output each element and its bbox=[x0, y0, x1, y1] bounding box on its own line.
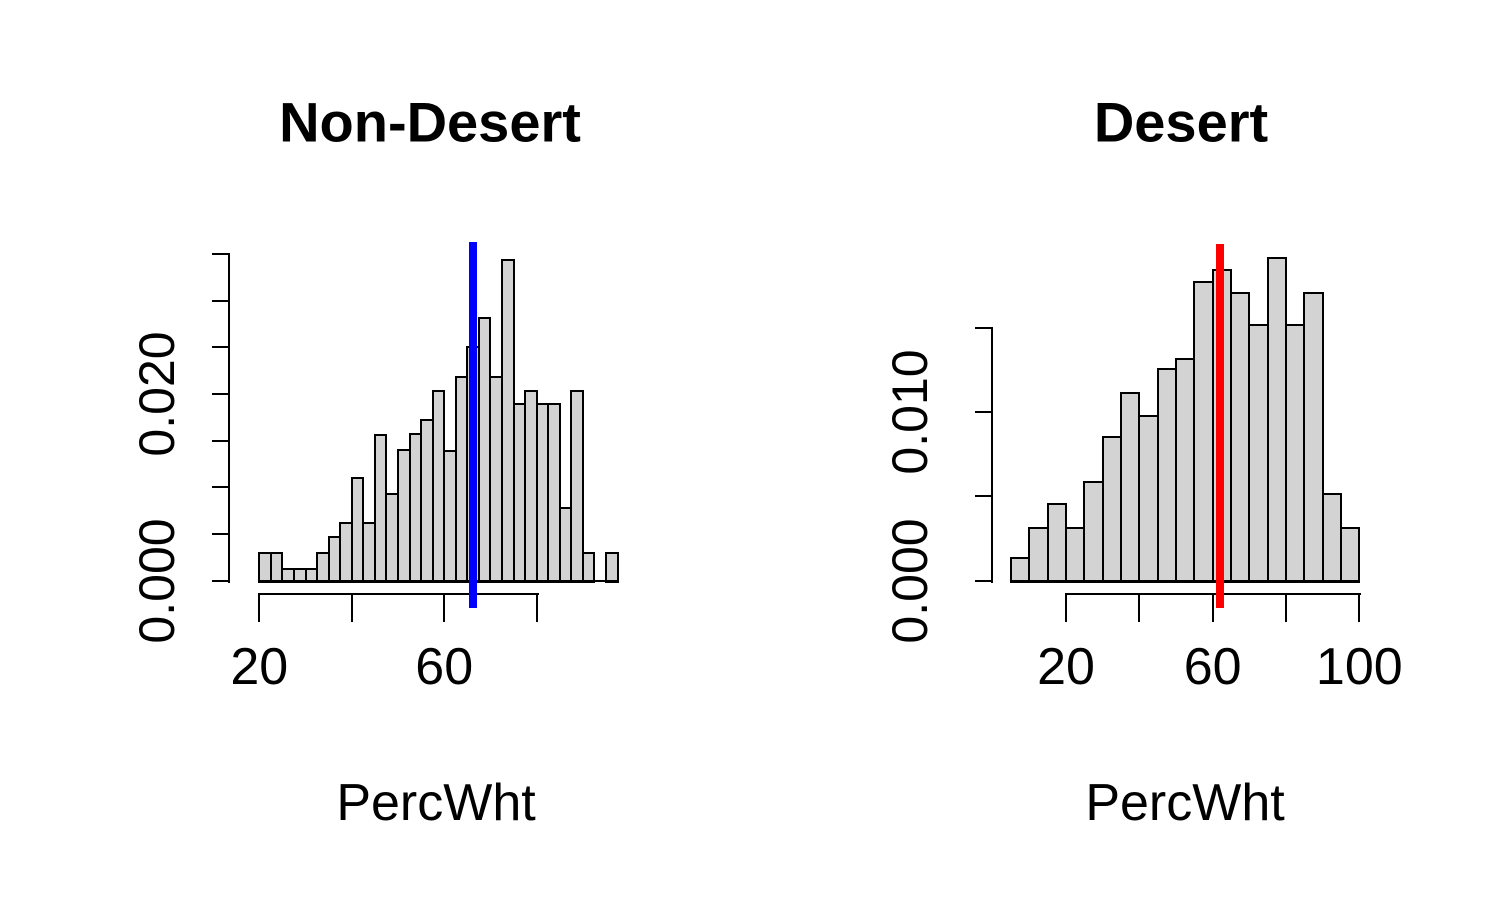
x-axis-tick-label: 60 bbox=[415, 638, 474, 696]
histogram-bar bbox=[1303, 292, 1324, 583]
histogram-bar bbox=[1229, 292, 1251, 583]
histogram-bar bbox=[1138, 415, 1159, 583]
histogram-bar bbox=[1339, 526, 1361, 583]
y-axis-tick bbox=[975, 495, 993, 498]
y-axis-tick bbox=[212, 346, 230, 349]
x-axis-tick-label: 60 bbox=[1183, 638, 1242, 696]
x-axis-tick-label: 20 bbox=[230, 638, 289, 696]
histogram-bar bbox=[1119, 391, 1141, 583]
x-axis-tick bbox=[1065, 593, 1067, 622]
y-axis-tick bbox=[212, 486, 230, 489]
histogram-bar bbox=[1248, 324, 1269, 583]
x-axis-tick bbox=[1138, 593, 1141, 622]
y-axis-tick-label: 0.020 bbox=[129, 331, 185, 457]
histogram-bar bbox=[1156, 368, 1177, 583]
x-axis-tick bbox=[1211, 593, 1214, 622]
y-axis-line bbox=[228, 254, 230, 583]
x-axis-tick bbox=[1358, 593, 1361, 622]
histogram-bar bbox=[1101, 435, 1122, 583]
y-axis-tick bbox=[975, 579, 993, 582]
y-axis-tick bbox=[212, 533, 230, 536]
x-axis-line bbox=[1066, 593, 1362, 595]
histogram-bar bbox=[1065, 526, 1086, 583]
y-axis-tick bbox=[975, 411, 993, 414]
x-axis-tick-label: 100 bbox=[1315, 638, 1403, 696]
y-axis-tick bbox=[975, 326, 993, 329]
y-axis-tick bbox=[212, 439, 230, 442]
x-axis-tick bbox=[535, 593, 538, 622]
y-axis-tick bbox=[212, 579, 230, 582]
histogram-bar bbox=[1028, 526, 1049, 583]
mean-line-blue bbox=[468, 242, 477, 608]
x-axis-tick bbox=[258, 593, 261, 622]
histogram-bar bbox=[1284, 324, 1306, 583]
histogram-bar bbox=[1046, 503, 1067, 583]
histogram-bar bbox=[1321, 493, 1342, 583]
histogram-bar bbox=[1193, 280, 1214, 583]
y-axis-tick bbox=[212, 253, 230, 255]
y-axis-tick-label: 0.010 bbox=[882, 349, 938, 475]
histogram-bar bbox=[1083, 481, 1104, 583]
x-axis-tick bbox=[350, 593, 353, 622]
x-axis-tick bbox=[1284, 593, 1287, 622]
histogram-baseline bbox=[258, 579, 619, 582]
histogram-bar bbox=[1266, 256, 1287, 583]
y-axis-line bbox=[991, 327, 993, 583]
y-axis-tick-label: 0.000 bbox=[129, 518, 185, 644]
left-x-axis-title: PercWht bbox=[336, 774, 536, 832]
x-axis-tick bbox=[443, 593, 446, 622]
mean-line-red bbox=[1215, 244, 1224, 608]
y-axis-tick bbox=[212, 299, 230, 302]
right-plot-title: Desert bbox=[1093, 90, 1269, 154]
left-plot-title: Non-Desert bbox=[279, 90, 581, 154]
histogram-bar bbox=[581, 551, 596, 583]
y-axis-tick-label: 0.000 bbox=[882, 518, 938, 644]
x-axis-line bbox=[259, 593, 539, 595]
histogram-bar bbox=[1174, 358, 1196, 583]
histogram-bar bbox=[605, 551, 619, 583]
histogram-baseline bbox=[1010, 579, 1361, 582]
right-x-axis-title: PercWht bbox=[1085, 774, 1285, 832]
x-axis-tick-label: 20 bbox=[1037, 638, 1095, 696]
y-axis-tick bbox=[212, 393, 230, 396]
